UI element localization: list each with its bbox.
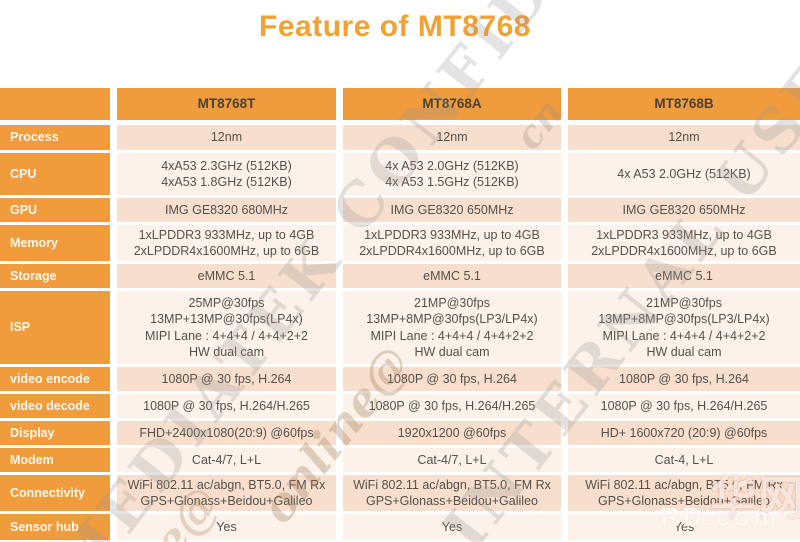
column-header-mt8768b: MT8768B	[568, 88, 800, 120]
row-label: video encode	[0, 367, 110, 391]
row-label: Sensor hub	[0, 514, 110, 540]
row-label: Process	[0, 125, 110, 150]
table-cell: 1080P @ 30 fps, H.264/H.265	[117, 394, 336, 418]
table-row: video decode 1080P @ 30 fps, H.264/H.265 1…	[0, 394, 800, 418]
table-cell: WiFi 802.11 ac/abgn, BT5.0, FM Rx GPS+Gl…	[343, 475, 561, 511]
table-cell: 21MP@30fps 13MP+8MP@30fps(LP3/LP4x) MIPI…	[343, 291, 561, 364]
table-cell: 4x A53 2.0GHz (512KB) 4x A53 1.5GHz (512…	[343, 153, 561, 195]
table-row: Sensor hub Yes Yes Yes	[0, 514, 800, 540]
table-cell: Yes	[343, 514, 561, 540]
row-label: video decode	[0, 394, 110, 418]
table-cell: Yes	[117, 514, 336, 540]
table-cell: 1920x1200 @60fps	[343, 421, 561, 445]
table-cell: 1xLPDDR3 933MHz, up to 4GB 2xLPDDR4x1600…	[343, 225, 561, 261]
table-body: Process 12nm 12nm 12nm CPU 4xA53 2.3GHz (512K…	[0, 125, 800, 540]
table-cell: IMG GE8320 680MHz	[117, 198, 336, 222]
table-cell: eMMC 5.1	[568, 264, 800, 288]
table-row: video encode 1080P @ 30 fps, H.264 1080P @…	[0, 367, 800, 391]
row-label: Modem	[0, 448, 110, 472]
table-cell: Cat-4/7, L+L	[117, 448, 336, 472]
table-cell: 25MP@30fps 13MP+13MP@30fps(LP4x) MIPI La…	[117, 291, 336, 364]
table-cell: 21MP@30fps 13MP+8MP@30fps(LP3/LP4x) MIPI…	[568, 291, 800, 364]
table-row: Process 12nm 12nm 12nm	[0, 125, 800, 150]
table-cell: 1080P @ 30 fps, H.264/H.265	[343, 394, 561, 418]
table-cell: 1xLPDDR3 933MHz, up to 4GB 2xLPDDR4x1600…	[568, 225, 800, 261]
table-header-row: MT8768T MT8768A MT8768B	[0, 88, 800, 120]
table-cell: WiFi 802.11 ac/abgn, BT5.0, FM Rx GPS+Gl…	[117, 475, 336, 511]
table-row: Display FHD+2400x1080(20:9) @60fps 1920x12…	[0, 421, 800, 445]
table-row: ISP 25MP@30fps 13MP+13MP@30fps(LP4x) MIPI…	[0, 291, 800, 364]
table-cell: Cat-4/7, L+L	[343, 448, 561, 472]
table-cell: Yes	[568, 514, 800, 540]
table-cell: 4x A53 2.0GHz (512KB)	[568, 153, 800, 195]
table-cell: eMMC 5.1	[343, 264, 561, 288]
row-label: ISP	[0, 291, 110, 364]
table-row: Memory 1xLPDDR3 933MHz, up to 4GB 2xLPDDR…	[0, 225, 800, 261]
row-label: CPU	[0, 153, 110, 195]
table-row: CPU 4xA53 2.3GHz (512KB) 4xA53 1.8GHz (51…	[0, 153, 800, 195]
row-label: Display	[0, 421, 110, 445]
table-cell: 1080P @ 30 fps, H.264	[343, 367, 561, 391]
row-label: Memory	[0, 225, 110, 261]
row-label: Storage	[0, 264, 110, 288]
column-header-mt8768a: MT8768A	[343, 88, 561, 120]
row-label: Connectivity	[0, 475, 110, 511]
header-corner-cell	[0, 88, 110, 120]
table-row: Storage eMMC 5.1 eMMC 5.1 eMMC 5.1	[0, 264, 800, 288]
table-cell: eMMC 5.1	[117, 264, 336, 288]
table-cell: 1080P @ 30 fps, H.264	[117, 367, 336, 391]
table-cell: 12nm	[568, 125, 800, 150]
table-cell: FHD+2400x1080(20:9) @60fps	[117, 421, 336, 445]
table-row: Connectivity WiFi 802.11 ac/abgn, BT5.0, …	[0, 475, 800, 511]
table-cell: 1080P @ 30 fps, H.264	[568, 367, 800, 391]
column-header-mt8768t: MT8768T	[117, 88, 336, 120]
table-cell: IMG GE8320 650MHz	[568, 198, 800, 222]
table-cell: 1xLPDDR3 933MHz, up to 4GB 2xLPDDR4x1600…	[117, 225, 336, 261]
table-cell: WiFi 802.11 ac/abgn, BT5.0, FM Rx GPS+Gl…	[568, 475, 800, 511]
table-cell: 4xA53 2.3GHz (512KB) 4xA53 1.8GHz (512KB…	[117, 153, 336, 195]
table-cell: 12nm	[343, 125, 561, 150]
feature-table: MT8768T MT8768A MT8768B Process 12nm 12nm 1…	[0, 88, 800, 542]
table-row: Modem Cat-4/7, L+L Cat-4/7, L+L Cat-4, L+L	[0, 448, 800, 472]
table-cell: 1080P @ 30 fps, H.264/H.265	[568, 394, 800, 418]
row-label: GPU	[0, 198, 110, 222]
page-title: Feature of MT8768	[259, 10, 531, 43]
table-cell: 12nm	[117, 125, 336, 150]
table-cell: Cat-4, L+L	[568, 448, 800, 472]
table-row: GPU IMG GE8320 680MHz IMG GE8320 650MHz IMG…	[0, 198, 800, 222]
table-cell: HD+ 1600x720 (20:9) @60fps	[568, 421, 800, 445]
table-cell: IMG GE8320 650MHz	[343, 198, 561, 222]
